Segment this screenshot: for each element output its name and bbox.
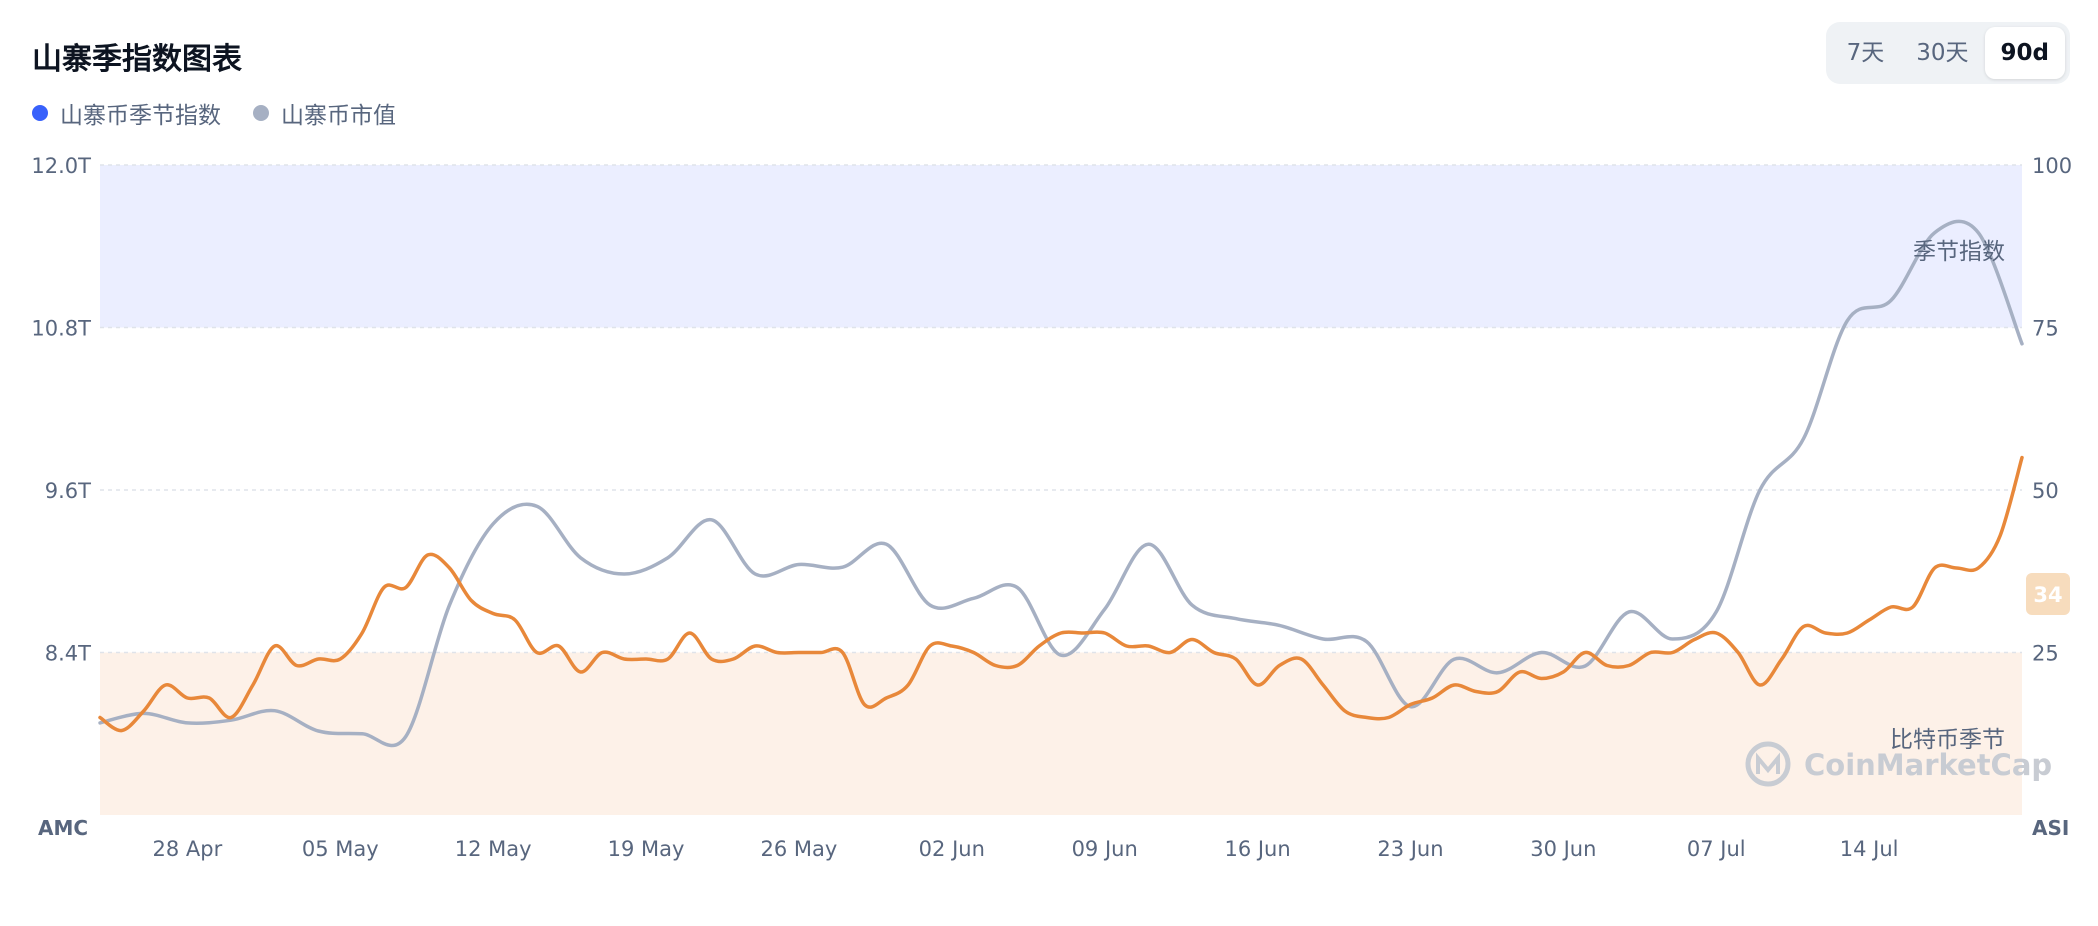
range-30d-button[interactable]: 30天 xyxy=(1900,27,1984,79)
right-axis-tick: 25 xyxy=(2032,642,2059,666)
chart-legend: 山寨币季节指数 山寨币市值 xyxy=(32,96,396,130)
watermark-logo-icon xyxy=(1745,741,1791,787)
x-axis-tick: 19 May xyxy=(608,837,685,861)
right-axis-name: ASI xyxy=(2032,816,2069,840)
x-axis-tick: 07 Jul xyxy=(1687,837,1746,861)
left-axis-name: AMC xyxy=(38,816,88,840)
page-title: 山寨季指数图表 xyxy=(32,42,242,77)
bitcoin-season-zone xyxy=(100,652,2022,815)
range-90d-button[interactable]: 90d xyxy=(1984,27,2065,79)
legend-item-amc[interactable]: 山寨币市值 xyxy=(253,96,396,130)
altcoin-season-zone xyxy=(100,165,2022,328)
x-axis-tick: 26 May xyxy=(761,837,838,861)
x-axis-tick: 28 Apr xyxy=(152,837,222,861)
altcoin-season-index-line xyxy=(98,455,2024,733)
watermark: CoinMarketCap xyxy=(1745,741,2052,787)
legend-item-asi[interactable]: 山寨币季节指数 xyxy=(32,96,221,130)
x-axis-tick: 30 Jun xyxy=(1530,837,1596,861)
x-axis-tick: 14 Jul xyxy=(1840,837,1899,861)
legend-dot-asi xyxy=(32,105,48,121)
x-axis-tick: 16 Jun xyxy=(1224,837,1290,861)
legend-label-asi: 山寨币季节指数 xyxy=(60,103,221,129)
watermark-text: CoinMarketCap xyxy=(1804,748,2052,782)
right-axis-tick: 100 xyxy=(2032,154,2072,178)
left-axis-tick: 8.4T xyxy=(45,642,91,666)
right-axis-tick: 50 xyxy=(2032,479,2059,503)
x-axis-tick: 05 May xyxy=(302,837,379,861)
x-axis-tick: 09 Jun xyxy=(1072,837,1138,861)
bitcoin-season-zone-label: 比特币季节 xyxy=(1890,727,2005,753)
current-value-badge-text: 34 xyxy=(2033,583,2062,607)
left-axis-tick: 9.6T xyxy=(45,479,91,503)
x-axis-tick: 02 Jun xyxy=(919,837,985,861)
x-axis-tick: 23 Jun xyxy=(1377,837,1443,861)
range-7d-button[interactable]: 7天 xyxy=(1831,27,1901,79)
current-value-badge xyxy=(2026,573,2070,615)
left-axis-tick: 10.8T xyxy=(31,317,91,341)
legend-dot-amc xyxy=(253,105,269,121)
altcoin-season-zone-label: 季节指数 xyxy=(1913,239,2005,265)
range-toggle: 7天 30天 90d xyxy=(1825,22,2070,84)
legend-label-amc: 山寨币市值 xyxy=(281,103,396,129)
right-axis-tick: 75 xyxy=(2032,317,2059,341)
left-axis-tick: 12.0T xyxy=(31,154,91,178)
watermark-logo-mark xyxy=(1756,752,1780,774)
altcoin-market-cap-line xyxy=(98,219,2024,748)
x-axis-tick: 12 May xyxy=(455,837,532,861)
